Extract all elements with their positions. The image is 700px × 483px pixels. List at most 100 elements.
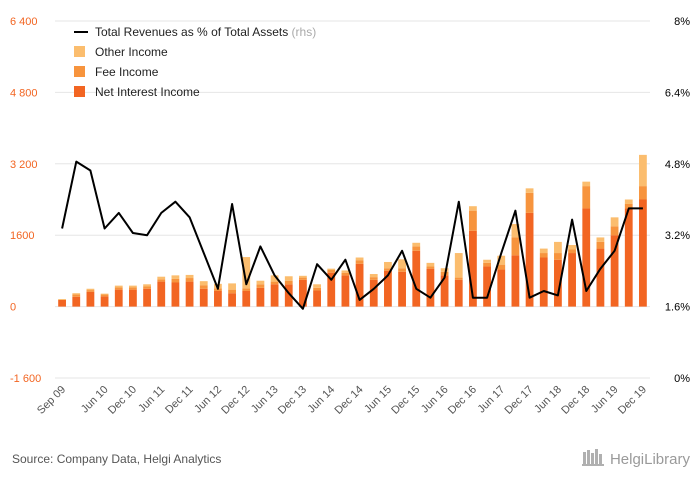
source-note: Source: Company Data, Helgi Analytics bbox=[12, 452, 222, 466]
x-tick-label: Jun 15 bbox=[362, 384, 394, 416]
bar-fee-income bbox=[582, 186, 591, 209]
bar-fee-income bbox=[369, 277, 378, 280]
bar-fee-income bbox=[624, 203, 633, 209]
bar-other-income bbox=[426, 262, 435, 267]
x-tick-label: Jun 12 bbox=[192, 384, 224, 416]
bar-net-interest-income bbox=[100, 296, 109, 307]
bar-net-interest-income bbox=[228, 293, 236, 307]
left-tick-label: 4 800 bbox=[10, 87, 38, 99]
left-axis: 6 400 4 800 3 200 1600 0 -1 600 bbox=[10, 16, 41, 385]
bar-fee-income bbox=[100, 294, 109, 297]
x-tick-label: Dec 18 bbox=[559, 384, 592, 417]
bar-fee-income bbox=[185, 278, 194, 282]
bar-other-income bbox=[568, 245, 576, 250]
bar-fee-income bbox=[270, 281, 279, 285]
bar-fee-income bbox=[129, 287, 137, 290]
bar-other-income bbox=[242, 257, 251, 289]
bar-other-income bbox=[525, 188, 534, 193]
bar-fee-income bbox=[143, 286, 151, 289]
bar-fee-income bbox=[199, 285, 208, 289]
x-tick-label: Dec 15 bbox=[389, 384, 422, 417]
bar-fee-income bbox=[497, 264, 506, 270]
bar-net-interest-income bbox=[369, 279, 378, 307]
bar-other-income bbox=[497, 255, 506, 265]
library-icon bbox=[581, 448, 606, 470]
bar-net-interest-income bbox=[568, 253, 576, 307]
right-tick-label: 8% bbox=[674, 16, 690, 28]
bar-other-income bbox=[454, 253, 463, 278]
legend-square-swatch bbox=[74, 66, 85, 77]
x-tick-label: Jun 13 bbox=[249, 384, 281, 416]
bar-net-interest-income bbox=[426, 268, 435, 307]
bar-net-interest-income bbox=[171, 282, 180, 307]
bar-other-income bbox=[582, 181, 591, 187]
bar-other-income bbox=[596, 237, 605, 242]
grid-lines bbox=[55, 20, 650, 379]
bar-fee-income bbox=[299, 277, 307, 280]
bar-net-interest-income bbox=[511, 255, 520, 307]
right-tick-label: 6.4% bbox=[665, 87, 690, 99]
bar-net-interest-income bbox=[539, 257, 548, 307]
bar-net-interest-income bbox=[327, 272, 336, 307]
x-tick-label: Dec 13 bbox=[276, 384, 309, 417]
revenue-chart: 6 400 4 800 3 200 1600 0 -1 600 8% 6.4% 4.8% 3.2… bbox=[10, 16, 690, 417]
bar-fee-income bbox=[242, 288, 251, 291]
bar-net-interest-income bbox=[58, 299, 66, 307]
bar-other-income bbox=[624, 199, 633, 204]
legend-label-text: Total Revenues as % of Total Assets bbox=[95, 25, 288, 39]
bar-net-interest-income bbox=[199, 288, 208, 307]
legend-label-suffix: (rhs) bbox=[288, 25, 316, 39]
legend-label-text: Net Interest Income bbox=[95, 85, 200, 99]
bar-other-income bbox=[171, 275, 180, 279]
left-tick-label: 3 200 bbox=[10, 159, 38, 171]
bar-fee-income bbox=[426, 266, 435, 269]
bar-fee-income bbox=[114, 287, 123, 290]
bar-other-income bbox=[72, 293, 81, 295]
bar-other-income bbox=[157, 276, 166, 280]
line-series bbox=[61, 160, 643, 310]
bar-other-income bbox=[355, 257, 364, 261]
x-tick-label: Jun 10 bbox=[79, 384, 111, 416]
bar-fee-income bbox=[284, 280, 293, 285]
bar-other-income bbox=[440, 268, 449, 272]
legend-label-text: Fee Income bbox=[95, 65, 159, 79]
legend-label: Fee Income bbox=[95, 65, 159, 79]
bar-other-income bbox=[58, 299, 66, 300]
bar-fee-income bbox=[511, 237, 520, 256]
bar-net-interest-income bbox=[639, 199, 647, 307]
bar-other-income bbox=[284, 276, 293, 281]
bar-fee-income bbox=[228, 289, 236, 294]
x-tick-label: Jun 17 bbox=[476, 384, 508, 416]
bar-other-income bbox=[185, 274, 194, 279]
helgi-library-logo[interactable]: HelgiLibrary bbox=[581, 448, 690, 470]
bar-other-income bbox=[369, 274, 378, 278]
bar-fee-income bbox=[157, 279, 166, 282]
line-total-revenues-pct-assets bbox=[61, 160, 643, 310]
bar-net-interest-income bbox=[610, 235, 619, 307]
bar-other-income bbox=[100, 293, 109, 295]
bar-other-income bbox=[483, 259, 491, 263]
bar-net-interest-income bbox=[129, 289, 137, 307]
bar-other-income bbox=[398, 259, 406, 269]
legend-square-swatch bbox=[74, 46, 85, 57]
bar-fee-income bbox=[554, 253, 562, 260]
x-tick-label: Jun 16 bbox=[419, 384, 451, 416]
left-tick-label: 1600 bbox=[10, 230, 34, 242]
bar-net-interest-income bbox=[440, 275, 449, 307]
bar-net-interest-income bbox=[412, 250, 421, 307]
bar-other-income bbox=[384, 261, 392, 269]
bar-other-income bbox=[341, 270, 350, 273]
bar-net-interest-income bbox=[114, 289, 123, 307]
legend-label-text: Other Income bbox=[95, 45, 168, 59]
bar-fee-income bbox=[469, 210, 477, 231]
bar-net-interest-income bbox=[624, 208, 633, 307]
bar-net-interest-income bbox=[554, 259, 562, 307]
bar-fee-income bbox=[539, 253, 548, 258]
bar-net-interest-income bbox=[72, 296, 81, 307]
legend-label: Other Income bbox=[95, 45, 168, 59]
bar-other-income bbox=[610, 217, 619, 227]
logo-text: HelgiLibrary bbox=[609, 450, 690, 468]
bar-net-interest-income bbox=[582, 208, 591, 307]
bar-fee-income bbox=[341, 272, 350, 276]
bar-net-interest-income bbox=[185, 281, 194, 307]
